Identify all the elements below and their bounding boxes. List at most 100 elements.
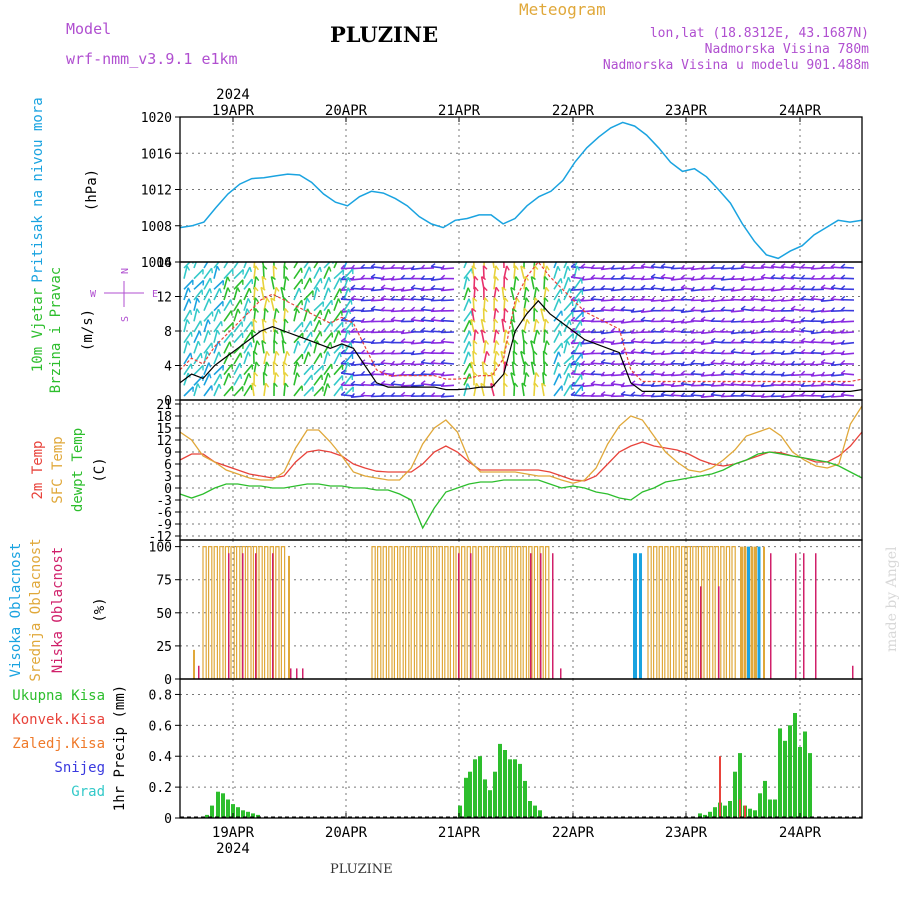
wind-barb-tick xyxy=(720,264,726,270)
wind-barb xyxy=(463,267,473,280)
wind-barb-tick xyxy=(350,327,356,333)
precip-total-bar xyxy=(210,805,214,818)
wind-barb xyxy=(303,341,311,354)
wind-barb xyxy=(440,319,455,323)
wind-barb-tick xyxy=(650,339,656,344)
wind-barb-tick xyxy=(466,383,471,389)
wind-barb-tick xyxy=(469,363,473,369)
wind-barb xyxy=(243,262,248,269)
wind-barb xyxy=(213,373,222,386)
wind-barb xyxy=(553,310,563,322)
wind-barb-tick xyxy=(820,393,825,398)
wind-barb xyxy=(740,363,755,366)
wind-barb xyxy=(370,341,385,344)
wind-barb-tick xyxy=(830,284,836,289)
precip-total-bar xyxy=(753,810,757,818)
wind-barb xyxy=(573,311,584,322)
wind-barb-tick xyxy=(530,276,536,281)
wind-barb-tick xyxy=(188,298,192,304)
wind-barb-tick xyxy=(710,371,716,376)
panel-5: 0.8 0.6 0.4 0.2 0 xyxy=(149,679,862,827)
wind-barb-tick xyxy=(730,360,736,366)
wind-barb-tick xyxy=(200,352,203,359)
wind-barb xyxy=(213,320,223,333)
wind-barb-tick xyxy=(840,285,846,290)
wind-barb-tick xyxy=(670,338,676,344)
wind-gust-line xyxy=(180,262,862,383)
wind-barb-tick xyxy=(370,273,376,278)
wind-barb-tick xyxy=(730,348,736,353)
wind-barb-tick xyxy=(670,359,676,365)
wind-barb xyxy=(530,361,535,375)
wind-barb-tick xyxy=(790,295,796,301)
wind-barb-tick xyxy=(440,316,446,322)
wind-barb-tick xyxy=(810,285,816,291)
wind-barb-tick xyxy=(680,318,685,324)
meteogram-subtitle: Meteogram xyxy=(519,0,606,19)
cloud-mid-bar xyxy=(511,546,516,680)
wind-barb xyxy=(193,308,198,322)
wind-barb xyxy=(651,265,665,269)
wind-barb xyxy=(650,341,665,344)
wind-barb xyxy=(293,372,298,386)
wind-barb xyxy=(411,319,425,323)
precip-total-bar xyxy=(246,811,250,818)
wind-barb xyxy=(243,341,252,354)
wind-barb xyxy=(203,385,213,397)
wind-barb xyxy=(223,351,231,365)
cloud-low-bar xyxy=(530,553,532,679)
wind-barb-tick xyxy=(467,287,471,293)
cloud-low-bar xyxy=(700,586,702,679)
wind-barb xyxy=(333,364,344,376)
precip-total-bar xyxy=(733,771,737,818)
wind-barb xyxy=(203,342,213,354)
precip-total-bar xyxy=(493,771,497,818)
wind-barb-tick xyxy=(590,392,596,397)
x-tick-label-top: 19APR xyxy=(212,103,255,119)
wind-barb-tick xyxy=(536,329,541,335)
wind-barb-tick xyxy=(273,382,278,388)
wind-barb-tick xyxy=(650,327,656,333)
wind-barb-tick xyxy=(430,327,436,332)
wind-barb xyxy=(503,329,507,343)
wind-barb-tick xyxy=(249,256,251,261)
wind-barb-tick xyxy=(770,307,776,312)
wind-barb-tick xyxy=(760,327,766,333)
wind-barb-tick xyxy=(339,256,341,261)
wind-barb-tick xyxy=(468,298,472,304)
wind-barb xyxy=(243,278,253,290)
wind-barb xyxy=(303,351,310,365)
precip-total-bar xyxy=(803,731,807,818)
footer-station: PLUZINE xyxy=(330,862,393,877)
wind-barb-tick xyxy=(380,359,386,364)
wind-barb-tick xyxy=(700,307,705,313)
wind-barb xyxy=(523,372,527,386)
wind-barb-tick xyxy=(286,350,291,357)
wind-barb-tick xyxy=(320,352,323,358)
pressure-label: Pritisak na nivou mora xyxy=(30,97,46,282)
wind-barb xyxy=(440,267,455,270)
wind-barb-tick xyxy=(347,287,351,293)
wind-barb-tick xyxy=(513,382,519,388)
wind-barb-tick xyxy=(790,348,796,353)
wind-barb-tick xyxy=(640,316,646,321)
y-tick-label: 0 xyxy=(164,482,172,497)
wind-barb-tick xyxy=(534,382,539,388)
cloud-mid-bar xyxy=(193,649,195,679)
wind-barb-tick xyxy=(710,327,716,333)
wind-barb xyxy=(533,382,536,397)
wind-barb xyxy=(573,265,578,279)
wind-barb-tick xyxy=(810,338,816,343)
wind-barb-tick xyxy=(790,284,796,289)
wind-barb-tick xyxy=(390,275,395,281)
wind-barb-tick xyxy=(410,316,416,321)
wind-barb-tick xyxy=(630,263,636,269)
wind-barb-tick xyxy=(500,350,506,355)
wind-barb-tick xyxy=(560,310,563,316)
wind-barb-tick xyxy=(670,382,676,387)
wind-barb-tick xyxy=(680,284,686,289)
wind-barb-tick xyxy=(484,255,487,259)
wind-barb-tick xyxy=(410,274,416,280)
wind-barb-tick xyxy=(217,308,222,314)
wind-barb-tick xyxy=(690,370,696,375)
